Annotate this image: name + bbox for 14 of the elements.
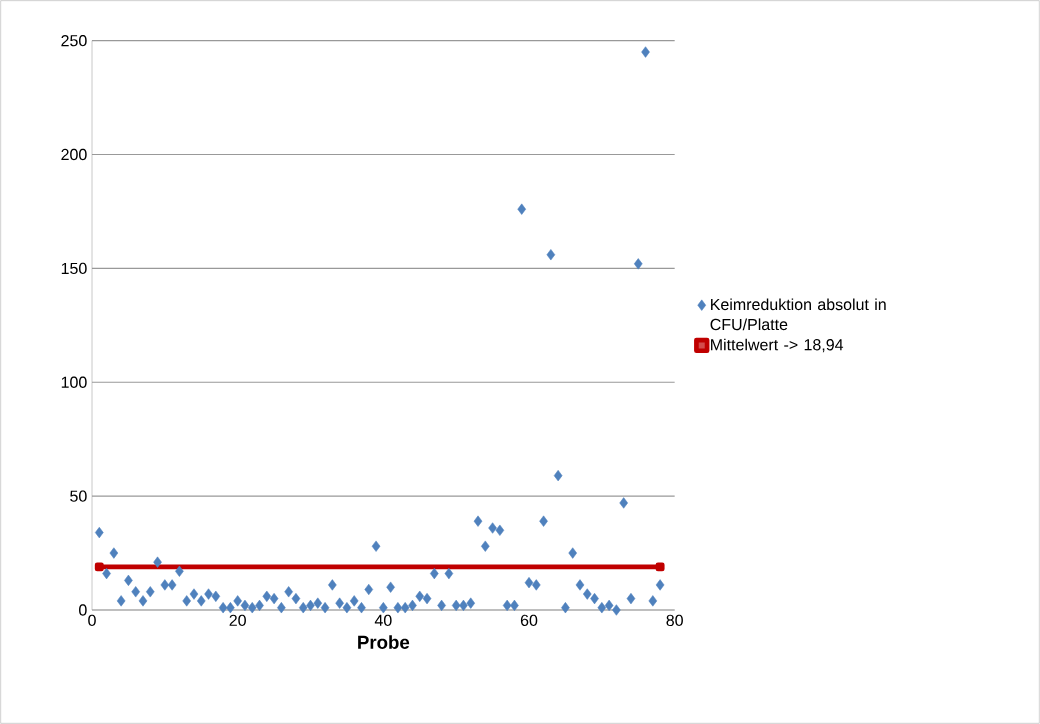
- y-tick-label: 100: [61, 376, 87, 388]
- x-tick-label: 40: [374, 614, 392, 627]
- legend-label: Mittelwert -> 18,94: [711, 338, 844, 353]
- x-axis-title: Probe: [358, 635, 410, 649]
- y-tick-label: 0: [79, 604, 87, 616]
- legend-label: Keimreduktion absolut in CFU/Platte: [710, 298, 886, 331]
- x-tick-label: 80: [666, 614, 683, 627]
- y-tick-label: 150: [61, 262, 87, 275]
- x-tick-label: 60: [520, 614, 538, 627]
- y-tick-label: 200: [61, 148, 87, 161]
- y-tick-label: 50: [70, 490, 87, 502]
- x-tick-label: 0: [88, 614, 96, 627]
- y-tick-label: 250: [61, 35, 87, 47]
- x-tick-label: 20: [229, 614, 246, 627]
